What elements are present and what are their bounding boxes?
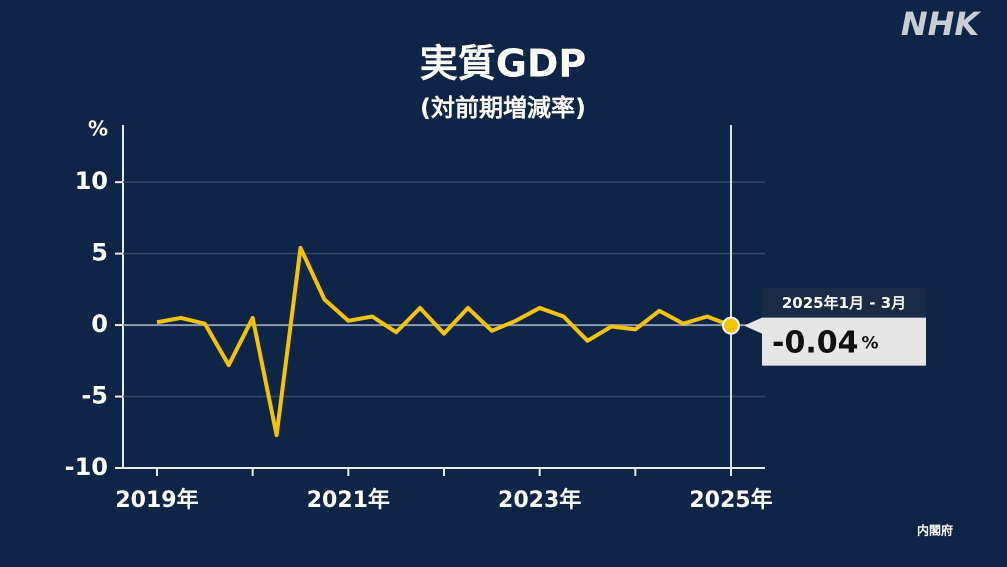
callout-value-number: -0.04	[772, 325, 858, 360]
callout-body	[762, 317, 926, 366]
callout-value-unit: %	[861, 334, 878, 354]
y-axis-unit: %	[88, 117, 108, 141]
chart-subtitle: (対前期増減率)	[420, 94, 586, 122]
x-tick-label: 2023年	[498, 487, 581, 513]
chart-title: 実質GDP	[420, 42, 587, 86]
x-tick-label: 2025年	[689, 487, 772, 513]
logo: NHK	[901, 5, 982, 43]
y-tick-label: 0	[91, 310, 108, 338]
latest-point	[722, 316, 740, 335]
callout-header	[762, 287, 926, 318]
y-tick-label: 10	[75, 167, 108, 195]
source: 内閣府	[917, 523, 953, 538]
callout-value: -0.04%	[772, 325, 879, 360]
x-tick-label: 2019年	[115, 487, 198, 513]
y-tick-label: -10	[65, 453, 108, 481]
y-tick-label: 5	[91, 239, 108, 267]
x-tick-label: 2021年	[307, 487, 390, 513]
data-line	[156, 245, 732, 438]
y-tick-label: -5	[81, 382, 108, 410]
callout-label: 2025年1月 - 3月	[782, 294, 906, 312]
callout-pointer	[744, 317, 762, 334]
